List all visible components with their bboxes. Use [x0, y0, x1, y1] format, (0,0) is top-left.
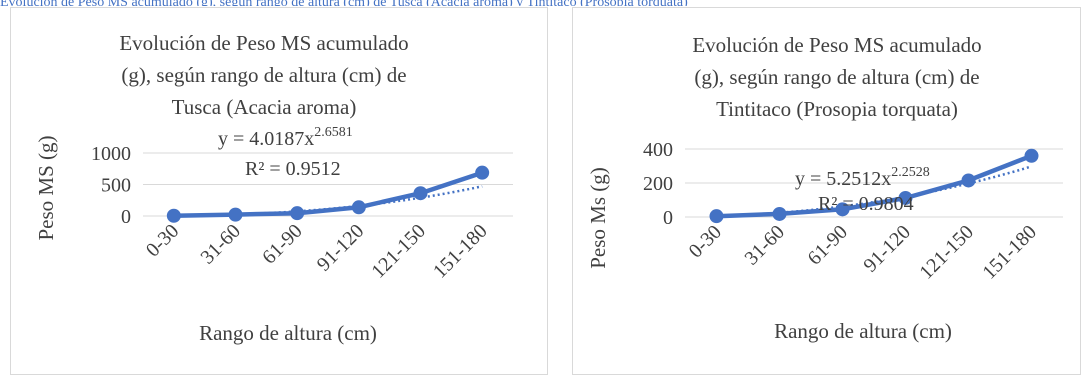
- chart-left-y-axis-title: Peso MS (g): [34, 135, 58, 240]
- chart-right-data-point: [772, 206, 787, 221]
- chart-right-y-tick-label: 400: [643, 139, 673, 161]
- chart-left-title-line-3: Tusca (Acacia aroma): [172, 95, 357, 119]
- chart-left-y-tick-label: 1000: [91, 143, 131, 165]
- chart-right-data-point: [961, 173, 976, 188]
- chart-left-data-point: [475, 165, 490, 180]
- chart-right-x-tick-label: 31-60: [740, 221, 789, 270]
- chart-left-data-point: [166, 208, 181, 223]
- chart-left-svg: Evolución de Peso MS acumulado (g), según…: [34, 31, 513, 345]
- chart-left-series-line: [173, 170, 483, 218]
- chart-right-x-tick-label: 151-180: [978, 221, 1041, 284]
- chart-left-r-squared: R² = 0.9512: [245, 158, 341, 180]
- chart-left-trend-equation: y = 4.0187x2.6581: [218, 125, 353, 150]
- chart-right-title-line-2: (g), según rango de altura (cm) de: [694, 65, 979, 89]
- chart-right-data-point: [835, 202, 850, 217]
- chart-left-x-tick-label: 91-120: [313, 220, 369, 276]
- chart-right-svg: Evolución de Peso MS acumulado (g), según…: [586, 33, 1063, 343]
- chart-left-y-tick-label: 0: [121, 206, 131, 228]
- chart-left-data-point: [228, 207, 243, 222]
- chart-left-y-tick-label: 500: [101, 175, 131, 197]
- chart-left-tusca: Evolución de Peso MS acumulado (g), según…: [10, 7, 548, 375]
- chart-right-data-point: [898, 190, 913, 205]
- chart-left-title-line-2: (g), según rango de altura (cm) de: [121, 63, 406, 87]
- chart-right-trend-equation: y = 5.2512x2.2528: [795, 165, 930, 190]
- chart-left-title-line-1: Evolución de Peso MS acumulado: [119, 31, 408, 55]
- chart-left-x-tick-label: 121-150: [367, 220, 430, 283]
- chart-right-data-point: [1024, 148, 1039, 163]
- chart-right-data-point: [709, 209, 724, 224]
- chart-right-title-line-1: Evolución de Peso MS acumulado: [692, 33, 981, 57]
- chart-right-y-tick-label: 0: [663, 207, 673, 229]
- chart-right-title-line-3: Tintitaco (Prosopia torquata): [716, 97, 958, 121]
- chart-right-x-tick-label: 121-150: [915, 221, 978, 284]
- chart-left-data-point: [290, 206, 305, 221]
- chart-right-y-axis-title: Peso Ms (g): [586, 167, 610, 269]
- chart-right-tintitaco: Evolución de Peso MS acumulado (g), según…: [572, 7, 1081, 375]
- chart-right-x-tick-label: 0-30: [685, 221, 726, 262]
- chart-right-series-line: [716, 153, 1033, 219]
- chart-left-x-tick-label: 0-30: [142, 220, 183, 261]
- chart-left-x-axis-title: Rango de altura (cm): [199, 321, 377, 345]
- chart-right-x-axis-title: Rango de altura (cm): [774, 319, 952, 343]
- chart-right-y-tick-label: 200: [643, 173, 673, 195]
- chart-left-data-point: [413, 186, 428, 201]
- chart-right-trendline: [716, 165, 1032, 218]
- chart-right-x-tick-label: 91-120: [859, 221, 915, 277]
- chart-right-x-tick-label: 61-90: [803, 221, 852, 270]
- chart-left-x-tick-label: 151-180: [429, 220, 492, 283]
- caption-fragment: Evolución de Peso MS acumulado (g), segú…: [0, 0, 1083, 6]
- chart-left-x-tick-label: 61-90: [258, 220, 307, 269]
- chart-right-r-squared: R² = 0.9804: [818, 193, 914, 215]
- chart-left-data-point: [351, 200, 366, 215]
- chart-left-x-tick-label: 31-60: [196, 220, 245, 269]
